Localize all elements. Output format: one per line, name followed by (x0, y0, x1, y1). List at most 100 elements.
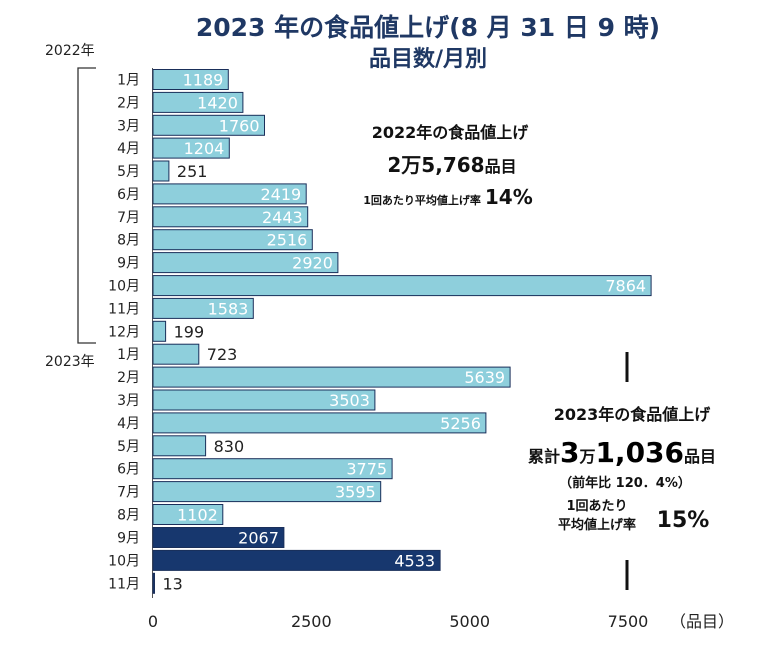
category-label: 12月 (108, 324, 140, 340)
data-label: 5639 (464, 368, 505, 387)
data-label: 1420 (197, 93, 238, 112)
bar-2023-3 (152, 389, 376, 411)
bar-2023-11 (152, 572, 155, 594)
annotation-2023-rate-value: 15% (657, 508, 710, 533)
annotation-2022-total-unit: 品目 (485, 157, 517, 176)
category-label: 1月 (117, 347, 140, 363)
x-tick-label: 7500 (608, 612, 649, 631)
data-label: 2920 (292, 254, 333, 273)
year-bracket-2022 (77, 67, 96, 344)
annotation-2022-rate: 1回あたり平均値上げ率 14% (363, 185, 533, 209)
x-axis-unit: （品目） (670, 612, 734, 631)
data-label: 2443 (262, 208, 303, 227)
category-label: 8月 (117, 508, 140, 524)
data-label: 1102 (177, 506, 218, 525)
annotation-2023-total: 累計3万1,036品目 (528, 436, 716, 469)
data-label: 723 (207, 345, 238, 364)
x-tick-label: 5000 (449, 612, 490, 631)
data-label: 4533 (394, 551, 435, 570)
category-label: 7月 (117, 485, 140, 501)
data-label: 251 (177, 162, 208, 181)
bar-2022-12 (152, 320, 167, 342)
bar-2022-3 (152, 114, 265, 136)
category-label: 3月 (117, 393, 140, 409)
annotation-2023-total-b: 万 (578, 447, 595, 466)
bar-2022-7 (152, 206, 309, 228)
bar-2023-9 (152, 527, 285, 548)
annotation-2022-total-number: 2万5,768 (387, 153, 484, 177)
category-label: 2月 (117, 370, 140, 386)
data-label: 2419 (260, 185, 301, 204)
bar-2023-1 (152, 343, 200, 365)
category-label: 9月 (117, 531, 140, 547)
data-label: 1189 (183, 71, 224, 90)
data-label: 199 (174, 322, 205, 341)
data-label: 2067 (238, 529, 279, 548)
annotation-2022-heading: 2022年の食品値上げ (372, 123, 530, 142)
data-label: 5256 (440, 414, 481, 433)
data-label: 1204 (184, 139, 225, 158)
category-label: 4月 (117, 141, 140, 157)
data-label: 3595 (335, 483, 376, 502)
data-label: 1760 (219, 116, 260, 135)
category-label: 3月 (117, 118, 140, 134)
bar-2022-2 (152, 91, 244, 113)
annotation-2023-cum-label: 累計 (528, 447, 560, 466)
category-label: 6月 (117, 462, 140, 478)
category-label: 1月 (117, 73, 140, 89)
data-label: 3503 (329, 391, 370, 410)
annotation-2023-heading: 2023年の食品値上げ (554, 405, 712, 424)
bar-2022-8 (152, 229, 313, 251)
bar-2023-10 (152, 549, 441, 571)
chart-subtitle: 品目数/月別 (369, 46, 487, 72)
category-label: 8月 (117, 233, 140, 249)
category-label: 11月 (108, 301, 140, 317)
category-label: 10月 (108, 279, 140, 295)
bar-2023-2 (152, 366, 511, 388)
chart-title: 2023 年の食品値上げ(8 月 31 日 9 時) (196, 13, 660, 42)
bar-2022-5 (152, 160, 170, 182)
bar-2023-4 (152, 412, 487, 434)
bar-2022-1 (152, 69, 229, 90)
data-label: 13 (163, 574, 183, 593)
category-label: 10月 (108, 553, 140, 569)
bar-2023-6 (152, 458, 393, 480)
annotation-2023-rate-label-1: 1回あたり (566, 499, 627, 514)
bar-2023-7 (152, 481, 382, 503)
category-label: 7月 (117, 210, 140, 226)
annotation-2023-total-c: 1,036 (595, 436, 684, 469)
category-label: 9月 (117, 256, 140, 272)
x-tick-label: 0 (148, 612, 158, 631)
data-label: 830 (214, 437, 245, 456)
annotation-2022-total: 2万5,768品目 (387, 153, 516, 177)
annotation-2022-rate-label: 1回あたり平均値上げ率 (363, 193, 481, 207)
annotation-2023-total-a: 3 (560, 436, 579, 469)
category-label: 5月 (117, 439, 140, 455)
category-label: 5月 (117, 164, 140, 180)
category-label: 11月 (108, 576, 140, 592)
data-label: 1583 (208, 299, 249, 318)
category-label: 6月 (117, 187, 140, 203)
x-tick-label: 2500 (291, 612, 332, 631)
bar-2022-10 (152, 275, 652, 297)
data-label: 2516 (267, 231, 308, 250)
annotation-2023-yoy: （前年比 120．4%） (559, 475, 691, 491)
category-label: 2月 (117, 95, 140, 111)
annotation-2023-total-d: 品目 (684, 447, 716, 466)
bar-2022-9 (152, 252, 339, 274)
bar-2022-11 (152, 297, 254, 319)
bar-2023-8 (152, 504, 224, 525)
bar-2023-5 (152, 435, 207, 457)
category-label: 4月 (117, 416, 140, 432)
data-label: 3775 (346, 460, 387, 479)
bar-2022-6 (152, 183, 307, 205)
year-label-2022: 2022年 (45, 43, 95, 59)
bar-2022-4 (152, 137, 230, 159)
annotation-2023-rate-label-2: 平均値上げ率 (558, 517, 636, 533)
year-label-2023: 2023年 (45, 354, 95, 370)
data-label: 7864 (605, 277, 646, 296)
bars-group: 1月 1189 2月 1420 3月 1760 4月 1204 5月 251 6月 2419 7月 244… (108, 69, 652, 594)
x-axis-ticks: 0 2500 5000 7500 (148, 612, 648, 631)
annotation-2022-rate-value: 14% (485, 185, 533, 209)
